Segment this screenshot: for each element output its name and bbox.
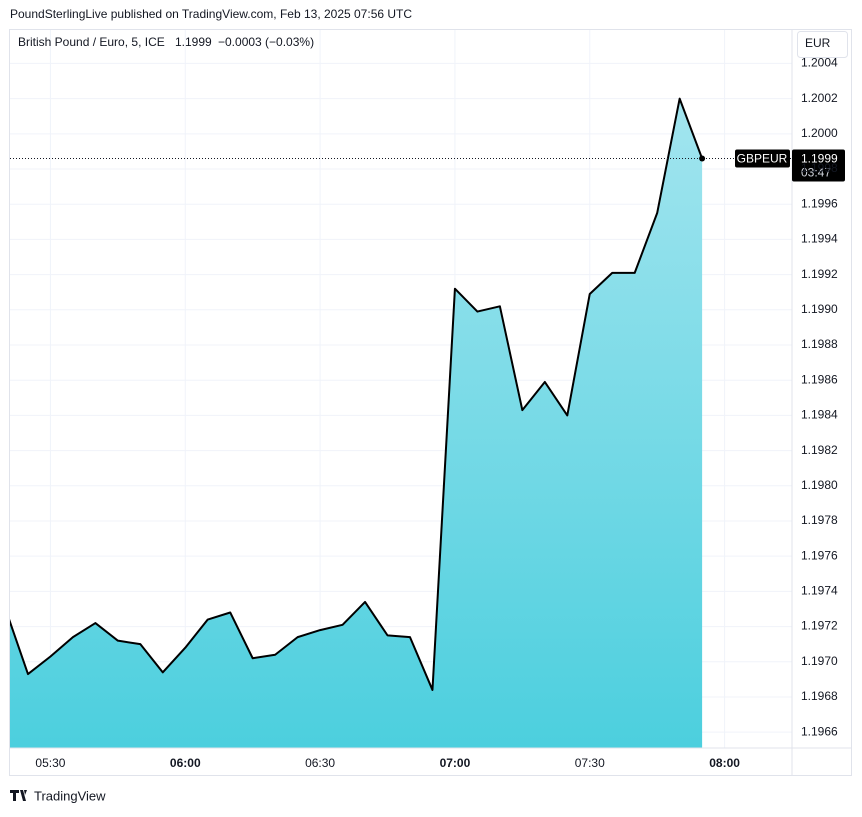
y-tick-label: 1.1988 — [801, 337, 838, 351]
x-tick-label: 06:30 — [305, 756, 335, 770]
brand-name: TradingView — [34, 788, 106, 803]
y-tick-label: 1.1966 — [801, 724, 838, 738]
brand: TradingView — [10, 788, 106, 803]
y-tick-label: 1.1984 — [801, 408, 838, 422]
last-point — [699, 155, 706, 162]
y-tick-label: 1.1990 — [801, 302, 838, 316]
y-tick-label: 1.1968 — [801, 689, 838, 703]
y-tick-label: 1.1998 — [801, 161, 838, 175]
y-tick-label: 1.1976 — [801, 548, 838, 562]
symbol-label: GBPEUR — [737, 152, 788, 166]
area-fill — [10, 98, 703, 748]
y-tick-label: 1.1974 — [801, 584, 838, 598]
y-tick-label: 1.1994 — [801, 232, 838, 246]
currency-box[interactable] — [797, 31, 848, 58]
currency[interactable]: EUR — [805, 36, 831, 50]
instrument: British Pound / Euro, 5, ICE — [18, 35, 165, 49]
y-tick-label: 1.1980 — [801, 478, 838, 492]
y-tick-label: 1.2002 — [801, 91, 838, 105]
y-tick-label: 1.1970 — [801, 654, 838, 668]
x-tick-label: 06:00 — [170, 756, 201, 770]
frame — [9, 29, 852, 776]
published-note: PoundSterlingLive published on TradingVi… — [10, 7, 412, 21]
y-tick-label: 1.2000 — [801, 126, 838, 140]
brand-logo — [10, 790, 27, 801]
x-tick-label: 07:00 — [440, 756, 471, 770]
last-value: 1.1999 — [175, 35, 212, 49]
price-line — [10, 97, 704, 691]
y-tick-label: 1.1982 — [801, 443, 838, 457]
y-tick-label: 1.1972 — [801, 619, 838, 633]
countdown: 03:47 — [801, 166, 831, 180]
y-tick-label: 1.1992 — [801, 267, 838, 281]
symbol-tag — [735, 149, 790, 168]
x-tick-label: 05:30 — [35, 756, 65, 770]
price-tag — [792, 149, 845, 182]
price-tag-label: 1.1999 — [801, 152, 838, 166]
x-tick-label: 08:00 — [709, 756, 740, 770]
y-tick-label: 1.1996 — [801, 196, 838, 210]
y-tick-label: 1.1978 — [801, 513, 838, 527]
y-tick-label: 1.2004 — [801, 56, 838, 70]
change: −0.0003 (−0.03%) — [218, 35, 314, 49]
x-tick-label: 07:30 — [575, 756, 605, 770]
y-tick-label: 1.1986 — [801, 372, 838, 386]
